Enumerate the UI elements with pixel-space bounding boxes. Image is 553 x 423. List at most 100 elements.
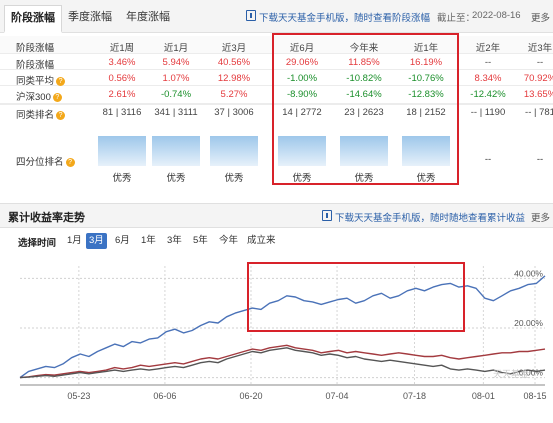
table-cell: -12.83% (408, 89, 444, 100)
series-line-fund (19, 275, 546, 379)
table-cell: 16.19% (409, 57, 443, 68)
quartile-bar (98, 136, 146, 166)
x-tick-label: 06-06 (153, 391, 176, 401)
range-since-inception-button[interactable]: 成立来 (247, 235, 276, 246)
help-icon[interactable]: ? (56, 77, 66, 86)
x-tick-label: 07-18 (403, 391, 426, 401)
row-label: 阶段涨幅 (16, 57, 54, 71)
quartile-bar (278, 136, 326, 166)
quartile-label: -- (484, 154, 492, 165)
column-header: 近1年 (413, 43, 439, 54)
range-5y-button[interactable]: 5年 (193, 235, 208, 246)
cumulative-return-header: 累计收益率走势 下载天天基金手机版，随时随地查看累计收益 更多 (0, 203, 553, 228)
row-label-text: 同类排名 (16, 110, 55, 121)
table-cell: 3.46% (108, 57, 136, 68)
table-cell: -- | 781 (525, 107, 553, 118)
help-icon[interactable]: ? (52, 93, 62, 102)
table-cell: 12.98% (217, 73, 251, 84)
table-cell: 29.06% (285, 57, 319, 68)
x-tick-label: 07-04 (326, 391, 349, 401)
help-icon[interactable]: ? (56, 111, 66, 120)
section-title: 累计收益率走势 (8, 212, 85, 224)
series-line-index (19, 347, 546, 379)
table-cell: -12.42% (470, 89, 506, 100)
table-cell: -8.90% (286, 89, 318, 100)
table-header-label: 阶段涨幅 (16, 43, 55, 54)
highlight-frame-chart (247, 262, 465, 332)
table-cell: 1.07% (162, 73, 190, 84)
tab-quarterly-return[interactable]: 季度涨幅 (68, 11, 112, 23)
column-header: 近1周 (109, 43, 135, 54)
table-cell: 14 | 2772 (282, 107, 322, 118)
quartile-bar (152, 136, 200, 166)
row-label: 同类平均? (16, 73, 66, 87)
quartile-bar (340, 136, 388, 166)
more-link-chart[interactable]: 更多 (531, 213, 551, 224)
table-cell: 2.61% (108, 89, 136, 100)
x-tick-label: 05-23 (67, 391, 90, 401)
table-cell: -14.64% (346, 89, 382, 100)
y-tick-label: 0.00% (519, 368, 544, 378)
column-header: 近2年 (475, 43, 501, 54)
download-app-link-chart[interactable]: 下载天天基金手机版，随时随地查看累计收益 (335, 213, 526, 224)
range-6m-button[interactable]: 6月 (115, 235, 130, 246)
more-link[interactable]: 更多 (531, 13, 551, 24)
table-cell: 23 | 2623 (344, 107, 384, 118)
table-cell: 37 | 3006 (214, 107, 254, 118)
table-cell: 70.92% (523, 73, 553, 84)
table-cell: -10.82% (346, 73, 382, 84)
quartile-bar (210, 136, 258, 166)
table-cell: -0.74% (160, 89, 192, 100)
table-cell: 5.27% (220, 89, 248, 100)
row-label: 沪深300? (16, 89, 62, 103)
table-cell: -- | 1190 (470, 107, 506, 118)
table-cell: 5.94% (162, 57, 190, 68)
tab-annual-return[interactable]: 年度涨幅 (126, 11, 170, 23)
column-header: 近3月 (221, 43, 247, 54)
table-cell: 81 | 3116 (102, 107, 142, 118)
tab-stage-return[interactable]: 阶段涨幅 (4, 5, 62, 33)
column-header: 近1月 (163, 43, 189, 54)
row-label-text: 沪深300 (16, 92, 51, 103)
table-header-row: 阶段涨幅 近1周 近1月 近3月 近6月 今年来 近1年 近2年 近3年 (0, 36, 553, 54)
quartile-label: 优秀 (354, 173, 374, 184)
table-cell: -1.00% (286, 73, 318, 84)
range-1y-button[interactable]: 1年 (141, 235, 156, 246)
phone-download-icon (322, 210, 332, 221)
row-label-text: 阶段涨幅 (16, 60, 55, 71)
table-cell: 18 | 2152 (406, 107, 446, 118)
x-tick-label: 08-01 (472, 391, 495, 401)
y-tick-label: 40.00% (514, 268, 543, 278)
table-row: 沪深300? 2.61% -0.74% 5.27% -8.90% -14.64% -12.8… (0, 86, 553, 104)
table-cell: -- (484, 57, 492, 68)
row-label-text: 同类平均 (16, 76, 55, 87)
range-3m-button[interactable]: 3月 (86, 233, 107, 249)
quartile-label: 优秀 (292, 173, 312, 184)
quartile-bar (402, 136, 450, 166)
deadline-label: 截止至： (437, 13, 476, 24)
column-header: 近6月 (289, 43, 315, 54)
range-label: 选择时间 (18, 238, 57, 249)
range-selector: 选择时间 1月 3月 6月 1年 3年 5年 今年 成立来 (0, 231, 553, 251)
table-cell: -- (536, 57, 544, 68)
quartile-label: 优秀 (166, 173, 186, 184)
quartile-label: 优秀 (224, 173, 244, 184)
range-ytd-button[interactable]: 今年 (219, 235, 239, 246)
range-3y-button[interactable]: 3年 (167, 235, 182, 246)
table-row: 同类排名? 81 | 3116 341 | 3111 37 | 3006 14 | 27… (0, 104, 553, 121)
quartile-label-text: 四分位排名 (16, 157, 64, 168)
deadline-date: 2022-08-16 (472, 10, 521, 21)
table-cell: -10.76% (408, 73, 444, 84)
row-label: 同类排名? (16, 107, 66, 121)
table-row: 阶段涨幅 3.46% 5.94% 40.56% 29.06% 11.85% 16.19% --… (0, 54, 553, 71)
table-cell: 11.85% (348, 57, 380, 68)
highlight-frame-table (272, 33, 459, 185)
x-tick-label: 06-20 (239, 391, 262, 401)
table-row: 同类平均? 0.56% 1.07% 12.98% -1.00% -10.82% -10.76… (0, 70, 553, 87)
range-1m-button[interactable]: 1月 (67, 235, 82, 246)
y-tick-label: 20.00% (514, 318, 543, 328)
download-app-link[interactable]: 下载天天基金手机版，随时查看阶段涨幅 (259, 13, 431, 24)
stage-tabs-bar: 阶段涨幅 季度涨幅 年度涨幅 下载天天基金手机版，随时查看阶段涨幅 截止至： 2… (0, 0, 553, 33)
watermark: 天天基金 (492, 369, 529, 379)
help-icon[interactable]: ? (65, 158, 75, 167)
